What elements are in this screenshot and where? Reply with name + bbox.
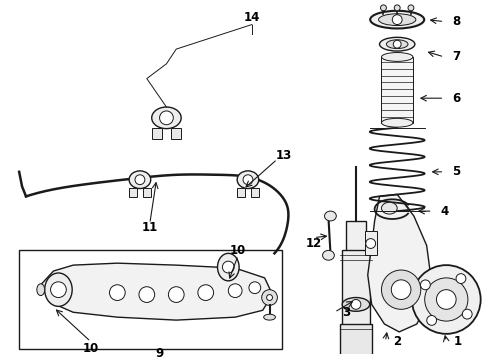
Text: 4: 4 — [440, 204, 448, 217]
Circle shape — [425, 278, 468, 321]
Ellipse shape — [382, 202, 397, 214]
Ellipse shape — [152, 107, 181, 129]
Bar — [340, 324, 372, 360]
Bar — [152, 128, 162, 139]
Bar — [342, 251, 370, 329]
Text: 13: 13 — [276, 149, 293, 162]
Ellipse shape — [382, 53, 413, 61]
Ellipse shape — [379, 14, 416, 26]
Text: 8: 8 — [452, 15, 460, 28]
Circle shape — [437, 290, 456, 309]
Ellipse shape — [218, 253, 239, 281]
Ellipse shape — [129, 171, 151, 189]
Circle shape — [392, 280, 411, 300]
Circle shape — [393, 40, 401, 48]
Circle shape — [412, 265, 481, 334]
Ellipse shape — [382, 118, 413, 127]
Polygon shape — [368, 194, 431, 332]
Bar — [382, 57, 413, 123]
Bar — [129, 188, 137, 197]
Circle shape — [109, 285, 125, 301]
Circle shape — [382, 270, 421, 309]
Circle shape — [243, 175, 253, 185]
Ellipse shape — [322, 251, 334, 260]
Text: 2: 2 — [393, 335, 401, 348]
Circle shape — [222, 261, 234, 273]
Text: 10: 10 — [83, 342, 99, 355]
Bar — [346, 221, 366, 255]
Circle shape — [408, 5, 414, 11]
Text: 10: 10 — [230, 244, 246, 257]
Circle shape — [381, 5, 387, 11]
Ellipse shape — [370, 11, 424, 28]
Text: 6: 6 — [452, 92, 460, 105]
Bar — [143, 188, 151, 197]
Ellipse shape — [237, 171, 259, 189]
Circle shape — [462, 309, 472, 319]
Text: 9: 9 — [155, 347, 164, 360]
Circle shape — [427, 315, 437, 325]
Circle shape — [366, 239, 376, 248]
Circle shape — [50, 282, 66, 297]
Circle shape — [249, 282, 261, 294]
Ellipse shape — [342, 297, 370, 311]
Ellipse shape — [380, 37, 415, 51]
Bar — [251, 188, 259, 197]
Circle shape — [262, 290, 277, 305]
Bar — [237, 188, 245, 197]
Ellipse shape — [324, 211, 336, 221]
Ellipse shape — [387, 40, 408, 49]
Bar — [19, 251, 282, 348]
Circle shape — [267, 294, 272, 301]
Text: 14: 14 — [244, 11, 260, 24]
Circle shape — [169, 287, 184, 302]
Text: 7: 7 — [452, 50, 460, 63]
Circle shape — [135, 175, 145, 185]
Circle shape — [228, 284, 242, 297]
Circle shape — [351, 300, 361, 309]
Text: 11: 11 — [142, 221, 158, 234]
Circle shape — [456, 274, 466, 283]
Circle shape — [394, 5, 400, 11]
Text: 5: 5 — [452, 165, 460, 178]
Ellipse shape — [37, 284, 45, 296]
Polygon shape — [41, 263, 272, 320]
Bar — [365, 231, 377, 255]
Text: 1: 1 — [454, 335, 462, 348]
Text: 12: 12 — [306, 237, 322, 250]
Ellipse shape — [45, 273, 72, 306]
Circle shape — [420, 280, 430, 290]
Text: 3: 3 — [342, 306, 350, 319]
Circle shape — [392, 15, 402, 24]
Circle shape — [198, 285, 214, 301]
Ellipse shape — [264, 314, 275, 320]
Circle shape — [139, 287, 155, 302]
Bar — [172, 128, 181, 139]
Circle shape — [160, 111, 173, 125]
